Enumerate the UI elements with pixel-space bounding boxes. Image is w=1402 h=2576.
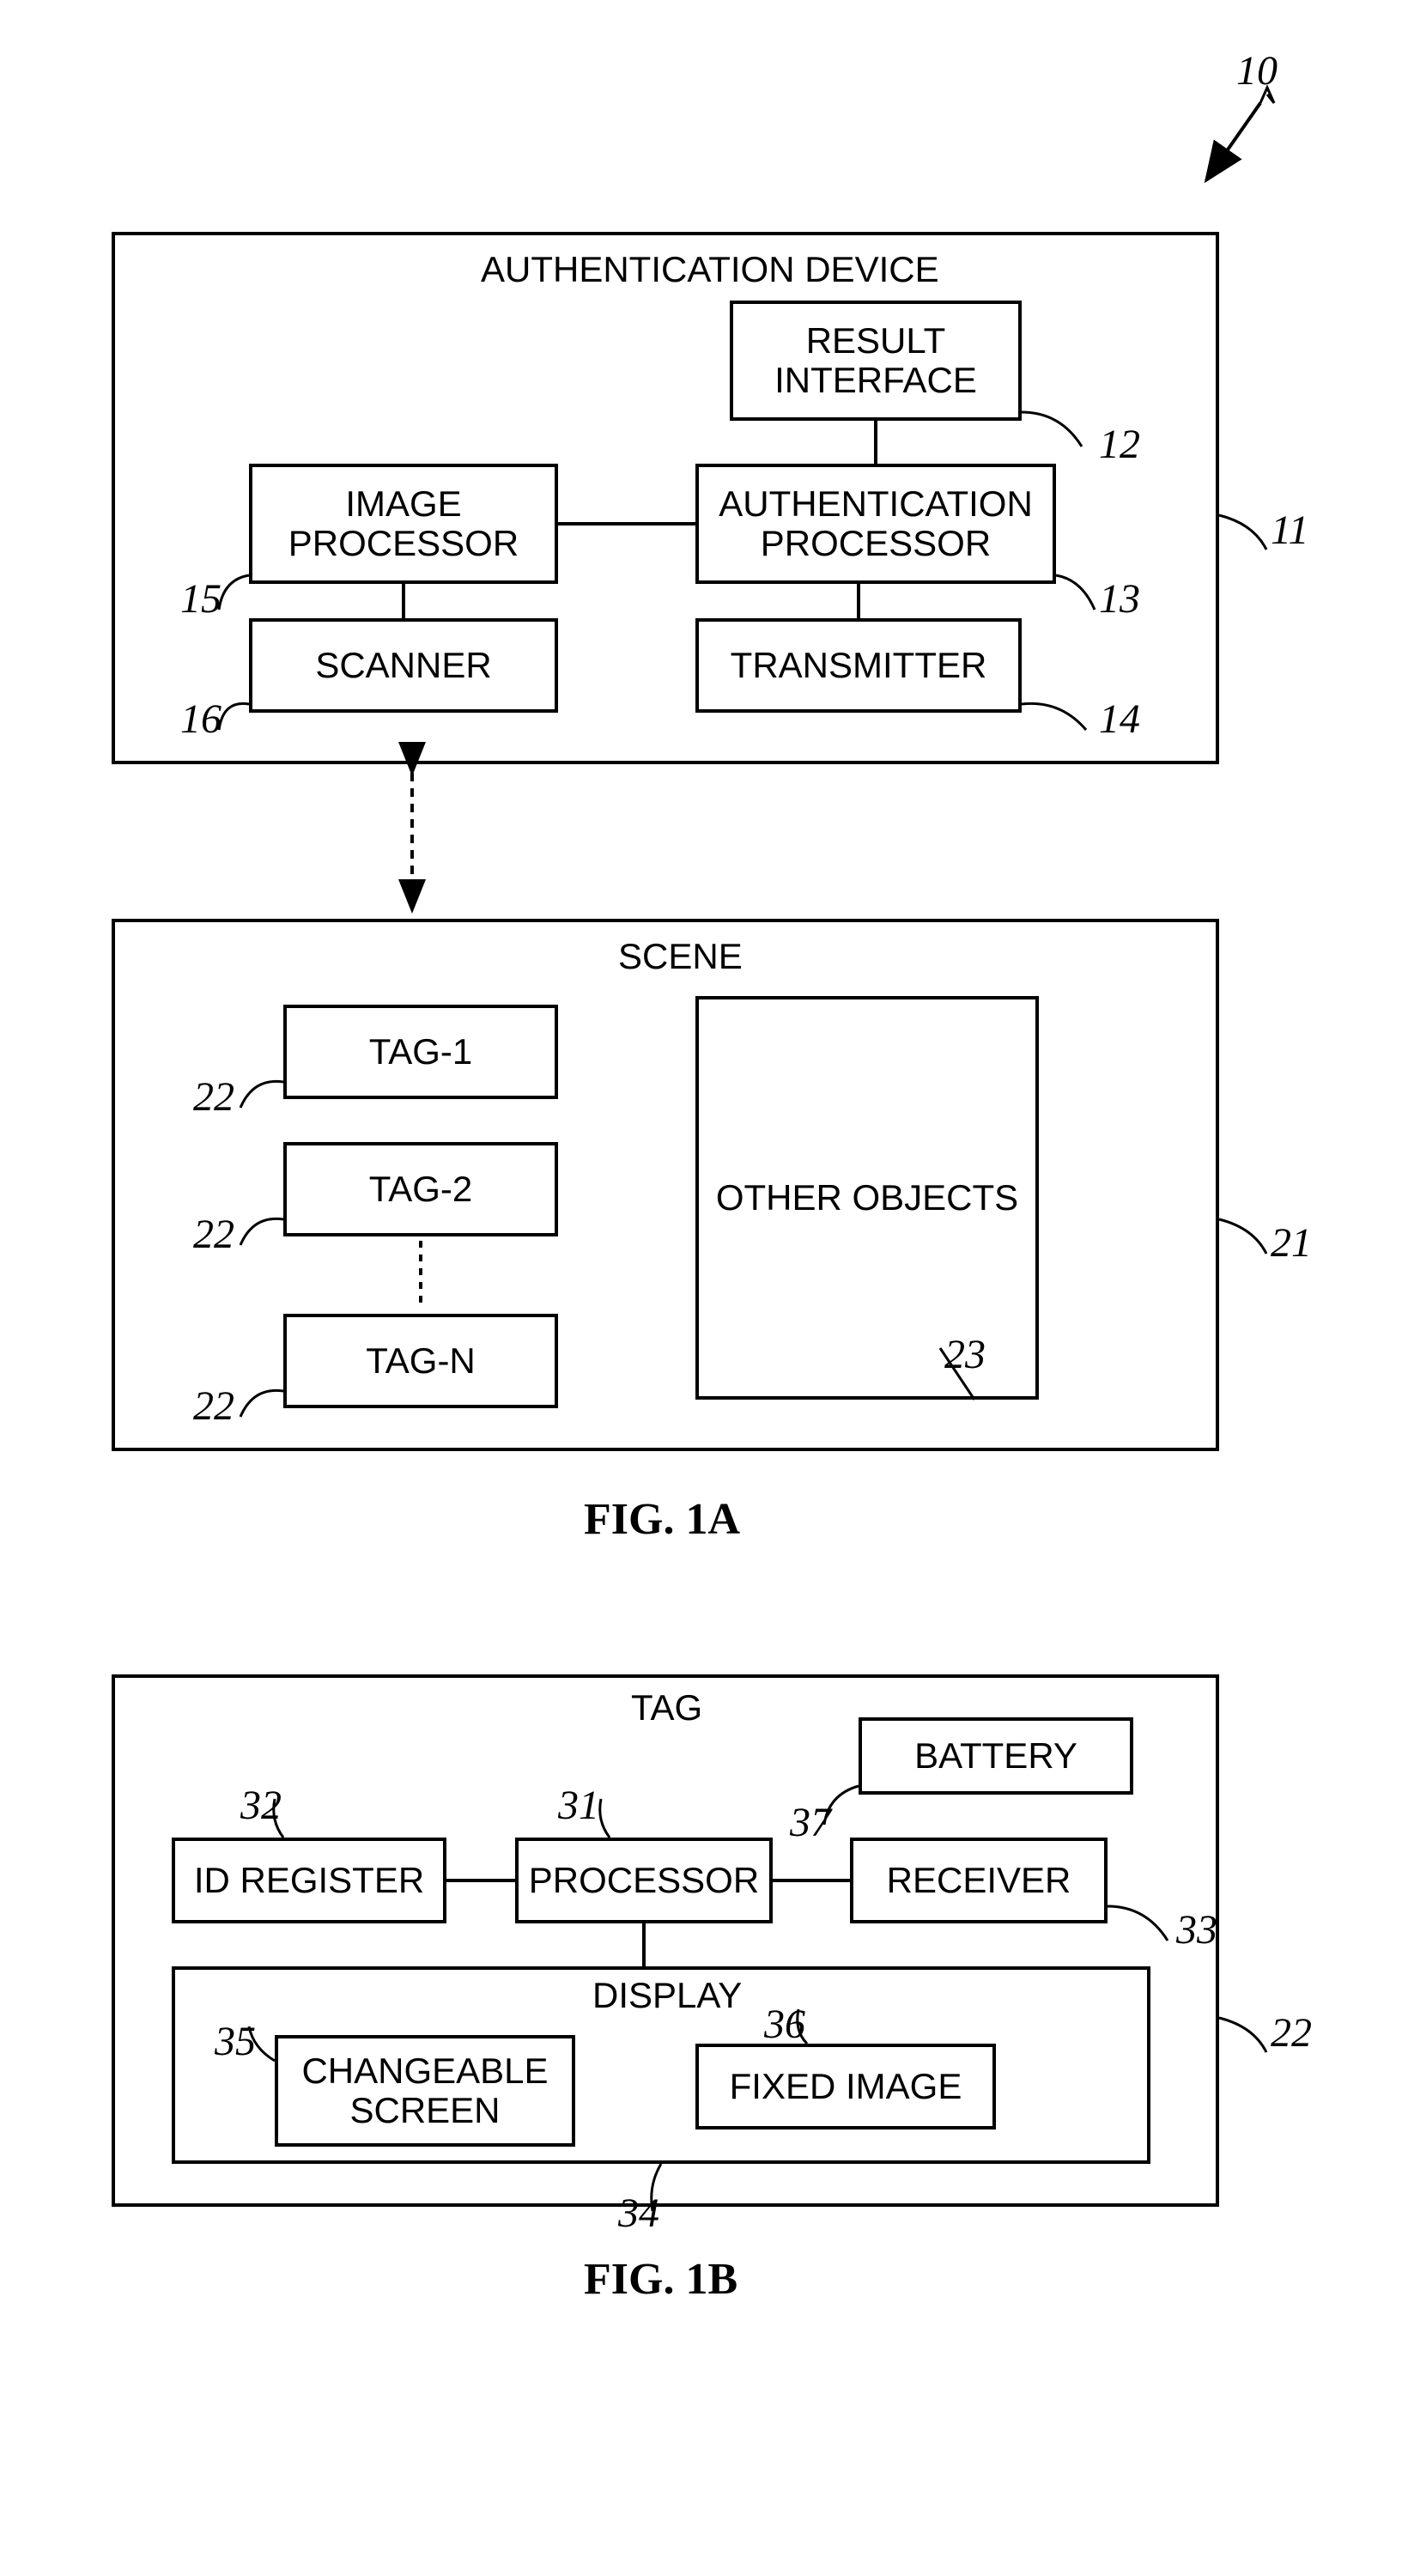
result-interface-label: RESULT INTERFACE	[733, 321, 1018, 400]
tag-1-box: TAG-1	[283, 1005, 558, 1099]
ref-35: 35	[215, 2018, 256, 2065]
other-objects-label: OTHER OBJECTS	[716, 1177, 1018, 1218]
ref-22-c: 22	[193, 1382, 234, 1430]
ref-12: 12	[1099, 421, 1140, 468]
id-register-label: ID REGISTER	[194, 1860, 424, 1901]
battery-box: BATTERY	[859, 1717, 1133, 1795]
id-register-box: ID REGISTER	[172, 1838, 446, 1923]
result-interface-box: RESULT INTERFACE	[730, 301, 1022, 421]
auth-processor-label: AUTHENTICATION PROCESSOR	[699, 484, 1053, 563]
ref-15: 15	[180, 575, 222, 623]
ref-22-a: 22	[193, 1073, 234, 1121]
battery-label: BATTERY	[914, 1735, 1077, 1777]
scene-title: SCENE	[618, 936, 743, 977]
ref-22-b: 22	[193, 1211, 234, 1258]
display-title: DISPLAY	[592, 1975, 742, 2016]
image-processor-box: IMAGE PROCESSOR	[249, 464, 558, 584]
ref-31: 31	[558, 1782, 599, 1829]
other-objects-box: OTHER OBJECTS	[695, 996, 1039, 1400]
ref-37: 37	[790, 1799, 831, 1846]
tag-2-label: TAG-2	[369, 1169, 473, 1210]
ref-21: 21	[1271, 1219, 1312, 1267]
ref-36: 36	[764, 2001, 805, 2048]
image-processor-label: IMAGE PROCESSOR	[252, 484, 555, 563]
tag-title: TAG	[631, 1687, 702, 1728]
fixed-image-label: FIXED IMAGE	[730, 2066, 962, 2107]
ref-32: 32	[240, 1782, 282, 1829]
ref-10: 10	[1236, 47, 1278, 94]
ref-22-tag: 22	[1271, 2009, 1312, 2057]
scanner-box: SCANNER	[249, 618, 558, 713]
tag-2-box: TAG-2	[283, 1142, 558, 1236]
ref-16: 16	[180, 696, 222, 743]
transmitter-box: TRANSMITTER	[695, 618, 1022, 713]
receiver-label: RECEIVER	[887, 1860, 1071, 1901]
processor-box: PROCESSOR	[515, 1838, 773, 1923]
auth-processor-box: AUTHENTICATION PROCESSOR	[695, 464, 1056, 584]
fig-1a-caption: FIG. 1A	[584, 1494, 740, 1545]
auth-device-title: AUTHENTICATION DEVICE	[481, 249, 939, 290]
page: 10 AUTHENTICATION DEVICE RESULT INTERFAC…	[0, 0, 1402, 2576]
ref-13: 13	[1099, 575, 1140, 623]
ref-14: 14	[1099, 696, 1140, 743]
changeable-screen-label: CHANGEABLE SCREEN	[278, 2051, 572, 2130]
scanner-label: SCANNER	[315, 645, 491, 686]
ref-11: 11	[1271, 507, 1308, 554]
tag-1-label: TAG-1	[369, 1031, 473, 1072]
processor-label: PROCESSOR	[529, 1860, 759, 1901]
transmitter-label: TRANSMITTER	[731, 645, 987, 686]
changeable-screen-box: CHANGEABLE SCREEN	[275, 2035, 575, 2147]
tag-n-box: TAG-N	[283, 1314, 558, 1408]
tag-n-label: TAG-N	[366, 1340, 476, 1382]
scene-container	[112, 919, 1219, 1451]
ref-33: 33	[1176, 1906, 1217, 1953]
ref-23: 23	[944, 1331, 986, 1378]
fig-1b-caption: FIG. 1B	[584, 2254, 737, 2305]
ref-34: 34	[618, 2190, 659, 2237]
receiver-box: RECEIVER	[850, 1838, 1108, 1923]
fixed-image-box: FIXED IMAGE	[695, 2044, 996, 2129]
